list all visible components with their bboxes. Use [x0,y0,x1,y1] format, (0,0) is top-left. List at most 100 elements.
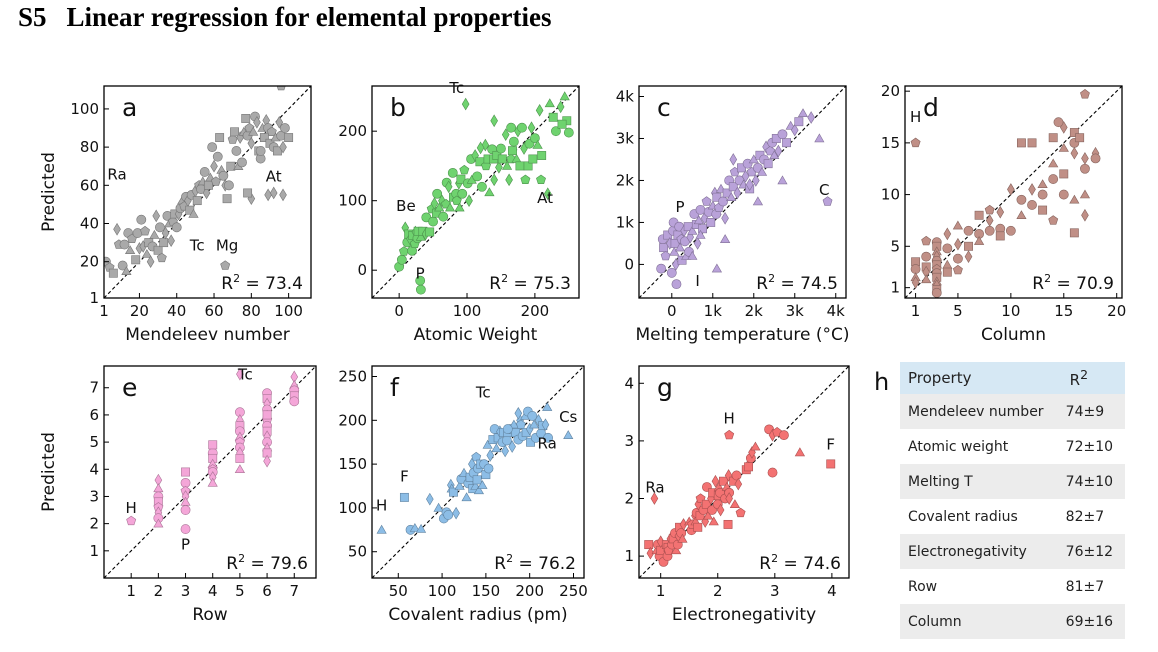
table-cell-r2: 74±10 [1061,464,1125,499]
data-point [666,267,677,278]
table-row: Row 81±7 [900,569,1125,604]
y-tick-label: 5 [89,433,99,451]
data-point [1069,228,1079,238]
table-cell-property: Atomic weight [908,438,1009,455]
data-point [942,259,953,269]
data-point [701,196,712,206]
element-annotation: C [819,181,829,199]
data-point [180,496,191,506]
data-point [426,492,434,506]
data-point [814,133,825,143]
data-point [434,202,445,212]
data-point [523,161,533,171]
data-point [472,171,483,182]
data-point [171,222,182,233]
element-annotation: At [266,167,282,185]
data-point [279,140,287,154]
data-point [215,133,225,143]
data-point [289,396,300,407]
data-point [276,86,286,91]
element-annotation: P [181,535,190,553]
table-cell-r2: 81±7 [1065,578,1105,595]
data-point [765,145,776,156]
panel-letter-b: b [390,93,406,122]
r2-label: R2 = 74.6 [759,552,841,574]
r2-label: R2 = 79.6 [226,552,308,574]
y-tick-label: 60 [80,176,99,194]
data-point [942,243,953,254]
data-point [180,524,191,534]
data-point [822,196,833,206]
data-point [719,476,728,486]
data-points [104,86,294,278]
data-point [459,164,470,175]
x-tick-label: 1 [656,582,666,600]
data-point [376,524,387,534]
y-tick-label: 0 [357,261,367,279]
data-point [921,235,932,246]
data-point [794,447,806,457]
x-tick-label: 4 [827,582,837,600]
y-tick-label: 4 [89,460,99,478]
data-point [726,192,737,201]
x-tick-label: 3 [770,582,780,600]
data-point [774,144,783,158]
r2-label: R2 = 73.4 [221,272,303,294]
data-point [477,480,488,489]
data-point [237,157,247,168]
data-point [1053,117,1064,128]
y-tick-label: 2 [89,515,99,533]
data-point [202,186,211,200]
data-point [650,492,659,505]
element-annotation: P [675,198,684,216]
table-cell-r2: 82±7 [1065,508,1105,525]
data-point [532,140,543,149]
data-point [763,159,773,169]
plot-frame [103,85,312,299]
y-tick-label: 3 [89,487,99,505]
data-point [563,127,574,138]
data-point [921,274,932,284]
data-point [527,121,536,135]
plot-frame [638,85,847,299]
x-tick-label: 7 [289,582,299,600]
data-point [121,266,132,276]
data-point [502,424,513,434]
x-tick-label: 100 [453,302,482,320]
data-point [259,133,269,143]
data-point [563,430,574,440]
data-point [1048,174,1059,184]
data-point [236,367,244,381]
data-point [952,264,963,275]
data-point [741,169,750,183]
x-axis-label: Melting temperature (°C) [635,325,849,345]
x-tick-label: 1 [99,302,109,320]
table-cell-r2: 74±9 [1061,394,1125,429]
y-tick-label: 100 [338,499,367,517]
data-point [721,211,729,225]
data-point [444,180,453,194]
data-point [220,260,231,270]
data-point [1007,183,1015,196]
data-point [207,142,218,153]
x-tick-label: 0 [667,302,677,320]
data-point [279,188,287,202]
data-point [415,231,426,241]
data-point [515,419,526,429]
data-point [535,103,544,117]
chart-panel-c: 0 1k 2k 3k 4k 0 1k 2k 3k 4k Melting temperature (°… [616,85,850,345]
data-point [203,180,213,190]
table-cell-r2: 69±16 [1061,604,1125,639]
data-point [954,237,962,251]
data-point [756,167,768,176]
table-cell-property: Melting T [900,464,1062,499]
data-point [495,160,503,174]
data-point [263,454,271,468]
data-point [484,187,495,197]
element-annotation: Tc [237,366,253,384]
data-point [449,487,458,497]
data-point [1070,146,1079,160]
x-tick-label: 250 [559,582,588,600]
